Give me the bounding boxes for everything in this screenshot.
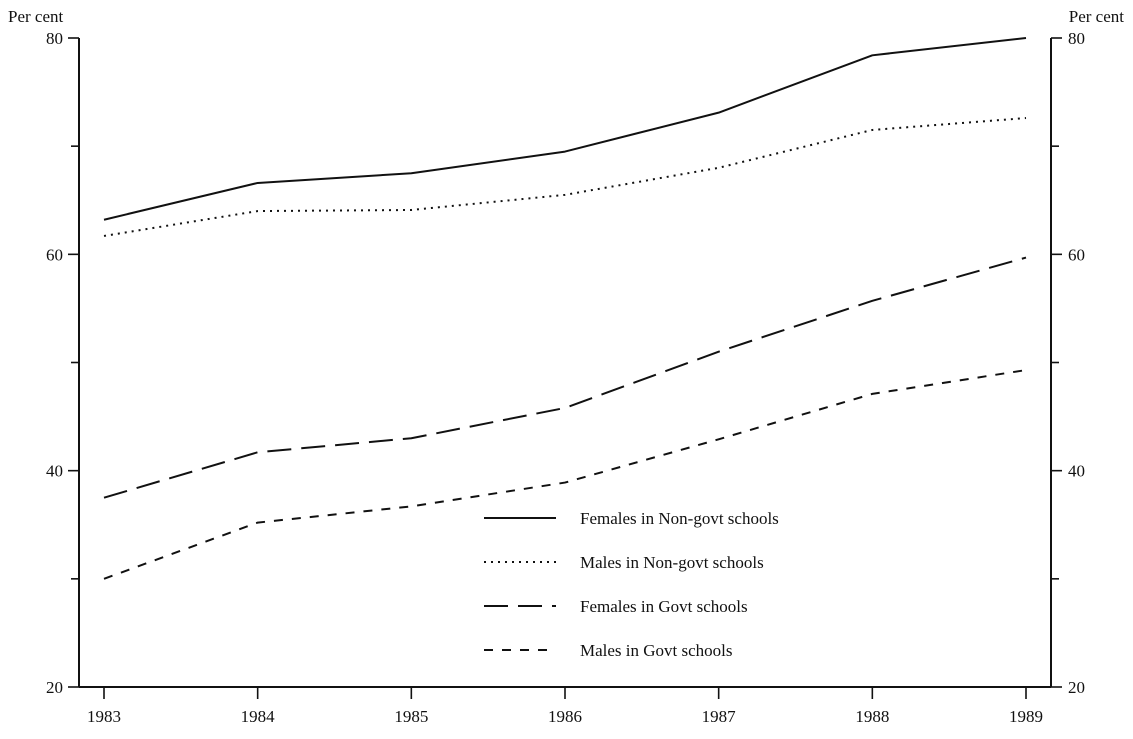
- legend-label: Males in Non-govt schools: [580, 553, 764, 572]
- x-tick-label: 1986: [548, 707, 582, 726]
- y-tick-label-left: 80: [46, 29, 63, 48]
- y-axis-label-right: Per cent: [1069, 7, 1125, 26]
- legend-label: Females in Govt schools: [580, 597, 748, 616]
- legend-label: Males in Govt schools: [580, 641, 733, 660]
- x-tick-label: 1987: [702, 707, 737, 726]
- y-tick-label-left: 40: [46, 462, 63, 481]
- y-tick-label-right: 60: [1068, 245, 1085, 264]
- series-line-2: [103, 117, 1027, 237]
- x-tick-label: 1985: [394, 707, 428, 726]
- x-tick-label: 1989: [1009, 707, 1043, 726]
- series-line-1: [103, 37, 1027, 221]
- y-tick-label-right: 20: [1068, 678, 1085, 697]
- legend-label: Females in Non-govt schools: [580, 509, 779, 528]
- x-tick-label: 1984: [241, 707, 276, 726]
- series-group: [103, 37, 1027, 580]
- y-tick-label-right: 80: [1068, 29, 1085, 48]
- legend: Females in Non-govt schools Males in Non-…: [484, 509, 779, 660]
- series-line-3: [103, 256, 1027, 499]
- series-line-4: [103, 369, 1027, 580]
- axes: [78, 38, 1052, 688]
- y-axis-label-left: Per cent: [8, 7, 64, 26]
- x-tick-label: 1983: [87, 707, 121, 726]
- y-tick-label-left: 60: [46, 245, 63, 264]
- y-tick-label-left: 20: [46, 678, 63, 697]
- y-tick-label-right: 40: [1068, 462, 1085, 481]
- ticks: 20 20 40 40 60 60 80 80 1983 1984 1985 1986 1987 1988…: [46, 29, 1085, 726]
- x-tick-label: 1988: [855, 707, 889, 726]
